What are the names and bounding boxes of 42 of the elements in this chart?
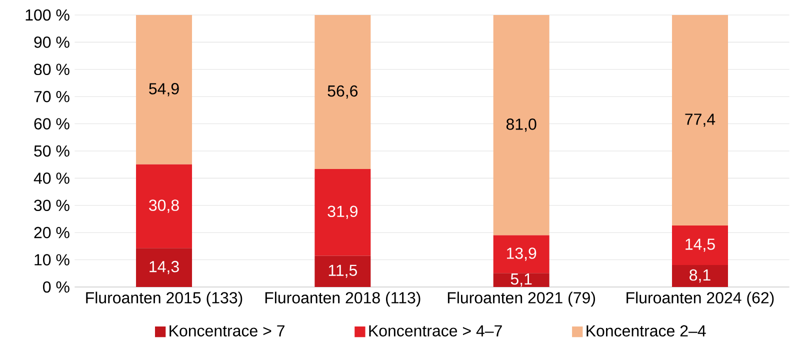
y-tick-label: 10 % <box>34 254 70 266</box>
bar <box>672 264 728 287</box>
data-label: 54,9 <box>149 83 179 96</box>
data-label: 11,5 <box>328 264 357 278</box>
x-tick-label: Fluroanten 2024 (62) <box>626 292 774 307</box>
data-label: 14,5 <box>686 238 715 252</box>
data-label: 81,0 <box>506 118 536 132</box>
legend-label: Koncentrace 2–4 <box>586 325 706 337</box>
data-label: 5,1 <box>510 274 532 287</box>
y-tick-label: 90 % <box>34 36 70 48</box>
bar <box>314 168 371 256</box>
y-tick-label: 40 % <box>34 172 70 184</box>
bar <box>672 15 728 226</box>
x-tick-label: Fluroanten 2018 (113) <box>265 292 420 307</box>
y-tick-label: 20 % <box>34 226 70 238</box>
data-label: 30,8 <box>149 200 179 213</box>
y-tick-label: 50 % <box>34 145 70 157</box>
bar <box>314 15 371 169</box>
bar <box>493 273 550 287</box>
x-tick-label: Fluroanten 2015 (133) <box>86 292 242 307</box>
bar <box>314 256 371 287</box>
data-label: 56,6 <box>328 85 358 99</box>
bar <box>136 164 192 248</box>
data-label: 31,9 <box>328 206 358 219</box>
legend-label: Koncentrace > 7 <box>170 325 284 336</box>
bar <box>493 15 550 236</box>
data-label: 8,1 <box>690 269 710 283</box>
data-label: 77,4 <box>685 114 716 127</box>
y-tick-label: 30 % <box>34 200 70 212</box>
legend-label: Koncentrace > 4–7 <box>369 325 502 336</box>
y-tick-label: 80 % <box>34 64 70 76</box>
y-tick-label: 100 % <box>26 9 70 21</box>
bar <box>672 226 728 265</box>
data-label: 14,3 <box>150 260 179 274</box>
x-tick-label: Fluroanten 2021 (79) <box>448 292 596 307</box>
y-tick-label: 60 % <box>34 118 70 130</box>
data-label: 13,9 <box>506 248 536 261</box>
y-tick-label: 70 % <box>34 90 70 102</box>
bar <box>136 248 192 287</box>
bar <box>136 15 192 164</box>
bar <box>493 235 550 274</box>
y-tick-label: 0 % <box>43 281 70 293</box>
